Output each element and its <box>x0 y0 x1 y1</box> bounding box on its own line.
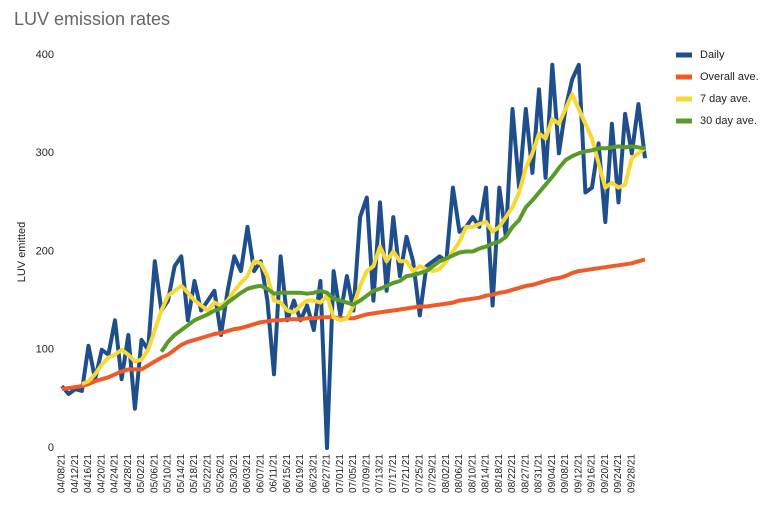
x-tick-label: 09/12/21 <box>573 454 584 493</box>
x-tick-label: 07/09/21 <box>361 454 372 493</box>
x-tick-label: 06/03/21 <box>242 454 253 493</box>
x-tick-label: 06/07/21 <box>255 454 266 493</box>
y-axis-label: LUV emitted <box>16 222 28 283</box>
x-tick-label: 05/22/21 <box>202 454 213 493</box>
y-tick-label: 200 <box>36 245 54 257</box>
y-tick-label: 100 <box>36 344 54 356</box>
x-tick-label: 08/06/21 <box>454 454 465 493</box>
x-tick-label: 09/24/21 <box>613 454 624 493</box>
legend-label: 7 day ave. <box>700 93 751 105</box>
x-tick-label: 05/26/21 <box>216 454 227 493</box>
x-tick-label: 07/29/21 <box>428 454 439 493</box>
x-tick-label: 05/06/21 <box>149 454 160 493</box>
x-tick-label: 06/19/21 <box>295 454 306 493</box>
x-tick-label: 04/28/21 <box>123 454 134 493</box>
x-tick-label: 04/12/21 <box>70 454 81 493</box>
x-tick-label: 07/25/21 <box>414 454 425 493</box>
x-tick-label: 04/20/21 <box>96 454 107 493</box>
x-tick-label: 07/05/21 <box>348 454 359 493</box>
x-tick-label: 08/02/21 <box>441 454 452 493</box>
x-tick-label: 09/20/21 <box>600 454 611 493</box>
x-tick-label: 06/23/21 <box>308 454 319 493</box>
x-tick-label: 05/14/21 <box>176 454 187 493</box>
x-tick-label: 09/04/21 <box>547 454 558 493</box>
x-tick-label: 08/22/21 <box>507 454 518 493</box>
x-tick-label: 08/14/21 <box>481 454 492 493</box>
x-tick-label: 05/10/21 <box>163 454 174 493</box>
y-tick-label: 300 <box>36 147 54 159</box>
y-tick-label: 0 <box>48 442 54 454</box>
x-tick-label: 07/17/21 <box>388 454 399 493</box>
x-tick-label: 08/31/21 <box>534 454 545 493</box>
x-tick-label: 06/11/21 <box>269 454 280 493</box>
series-line <box>60 62 647 450</box>
x-tick-label: 09/08/21 <box>560 454 571 493</box>
chart-title: LUV emission rates <box>14 9 170 29</box>
x-tick-label: 08/10/21 <box>467 454 478 493</box>
legend-label: 30 day ave. <box>700 115 757 127</box>
x-tick-label: 04/16/21 <box>83 454 94 493</box>
legend-label: Daily <box>700 49 725 61</box>
x-tick-label: 04/08/21 <box>57 454 68 493</box>
x-tick-label: 08/18/21 <box>494 454 505 493</box>
x-tick-label: 09/28/21 <box>626 454 637 493</box>
legend-label: Overall ave. <box>700 71 759 83</box>
y-tick-label: 400 <box>36 49 54 61</box>
series-line <box>81 92 647 386</box>
x-tick-label: 05/02/21 <box>136 454 147 493</box>
x-tick-label: 05/30/21 <box>229 454 240 493</box>
series-line <box>61 257 646 392</box>
x-tick-label: 05/18/21 <box>189 454 200 493</box>
x-tick-label: 04/24/21 <box>110 454 121 493</box>
x-tick-label: 06/15/21 <box>282 454 293 493</box>
x-tick-label: 07/21/21 <box>401 454 412 493</box>
x-tick-label: 09/16/21 <box>587 454 598 493</box>
x-tick-label: 07/13/21 <box>375 454 386 493</box>
x-tick-label: 06/27/21 <box>322 454 333 493</box>
x-tick-label: 08/27/21 <box>520 454 531 493</box>
x-tick-label: 07/01/21 <box>335 454 346 493</box>
series-line <box>159 144 646 353</box>
